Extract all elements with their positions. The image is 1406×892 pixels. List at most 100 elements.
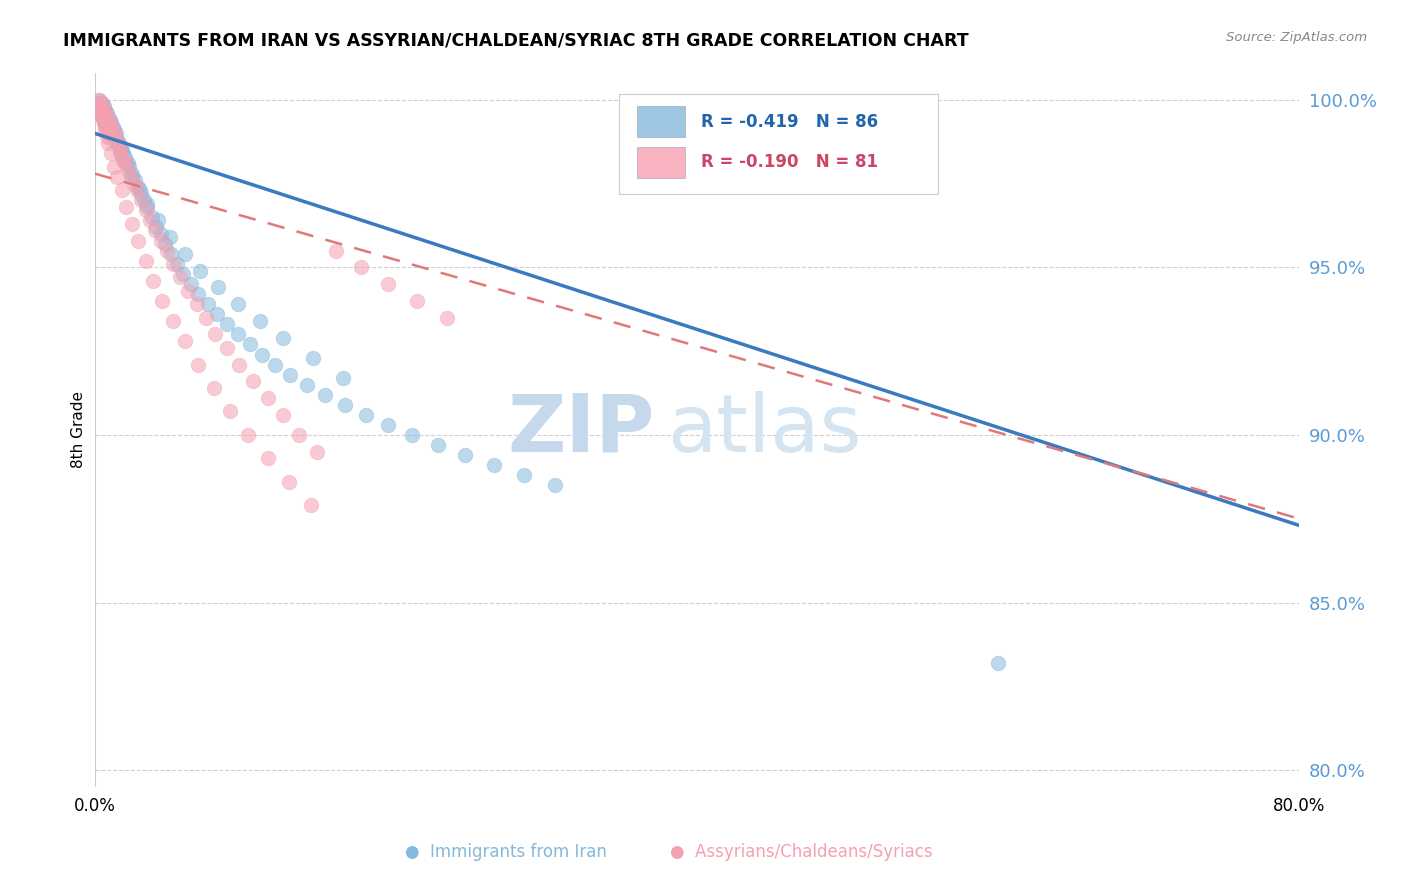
Point xyxy=(98,116,121,130)
Point xyxy=(377,417,399,432)
Point xyxy=(228,358,250,372)
Point xyxy=(149,234,172,248)
Point xyxy=(143,223,166,237)
Point xyxy=(90,99,112,113)
Point xyxy=(87,99,110,113)
Point xyxy=(354,408,377,422)
Point xyxy=(207,280,229,294)
Point xyxy=(90,106,112,120)
Point xyxy=(97,136,120,151)
Point xyxy=(226,327,249,342)
Point xyxy=(188,263,211,277)
Point xyxy=(104,136,127,151)
Point xyxy=(93,103,115,117)
Point xyxy=(108,143,131,157)
Point xyxy=(103,123,125,137)
Point xyxy=(250,347,273,361)
Point xyxy=(135,203,157,218)
Point xyxy=(325,244,347,258)
Point xyxy=(129,194,152,208)
Point xyxy=(101,120,124,134)
Point xyxy=(121,217,143,231)
Point xyxy=(87,93,110,107)
Point xyxy=(96,110,118,124)
Point xyxy=(405,293,427,308)
Point xyxy=(112,153,135,168)
Point xyxy=(94,123,117,137)
Point xyxy=(100,126,122,140)
Point xyxy=(122,177,145,191)
Text: IMMIGRANTS FROM IRAN VS ASSYRIAN/CHALDEAN/SYRIAC 8TH GRADE CORRELATION CHART: IMMIGRANTS FROM IRAN VS ASSYRIAN/CHALDEA… xyxy=(63,31,969,49)
Point xyxy=(544,478,567,492)
Point xyxy=(149,227,172,241)
Point xyxy=(98,112,121,127)
Point xyxy=(146,213,169,227)
Point xyxy=(97,112,120,127)
Point xyxy=(169,270,191,285)
Point xyxy=(94,106,117,120)
Point xyxy=(180,277,202,292)
Point xyxy=(111,183,134,197)
Point xyxy=(377,277,399,292)
Point xyxy=(117,156,139,170)
Point xyxy=(239,337,262,351)
Point xyxy=(332,371,354,385)
Point xyxy=(86,96,108,111)
Point xyxy=(107,136,129,151)
Point xyxy=(111,150,134,164)
Point xyxy=(264,358,287,372)
Point xyxy=(94,103,117,117)
Point xyxy=(96,129,118,144)
Point xyxy=(115,156,138,170)
Point xyxy=(90,99,112,113)
Point xyxy=(401,428,423,442)
Point xyxy=(174,334,197,348)
Point xyxy=(350,260,373,275)
Point xyxy=(278,368,301,382)
Point xyxy=(426,438,449,452)
Point xyxy=(512,468,534,483)
Point xyxy=(314,388,336,402)
Point xyxy=(205,307,228,321)
Point xyxy=(162,314,184,328)
Text: atlas: atlas xyxy=(666,391,860,469)
Point xyxy=(204,327,226,342)
Point xyxy=(101,123,124,137)
Point xyxy=(134,194,156,208)
Point xyxy=(121,169,143,184)
Point xyxy=(136,200,159,214)
Point xyxy=(195,310,218,325)
Point xyxy=(187,287,209,301)
Y-axis label: 8th Grade: 8th Grade xyxy=(72,392,86,468)
Point xyxy=(118,160,141,174)
Point xyxy=(107,139,129,153)
Point xyxy=(121,167,143,181)
Point xyxy=(97,110,120,124)
Point xyxy=(97,120,120,134)
Point xyxy=(115,200,138,214)
Point xyxy=(127,234,149,248)
Point xyxy=(139,213,162,227)
Point xyxy=(159,230,181,244)
Point xyxy=(288,428,311,442)
Point xyxy=(93,99,115,113)
FancyBboxPatch shape xyxy=(637,146,685,178)
Point xyxy=(100,116,122,130)
Point xyxy=(120,169,142,184)
Text: ●  Immigrants from Iran: ● Immigrants from Iran xyxy=(405,843,607,861)
Point xyxy=(100,146,122,161)
Point xyxy=(105,169,128,184)
Point xyxy=(111,143,134,157)
Text: ZIP: ZIP xyxy=(508,391,655,469)
Point xyxy=(256,451,278,466)
FancyBboxPatch shape xyxy=(619,95,938,194)
Point xyxy=(117,163,139,178)
Point xyxy=(103,126,125,140)
FancyBboxPatch shape xyxy=(637,106,685,137)
Point xyxy=(249,314,271,328)
Point xyxy=(94,120,117,134)
Point xyxy=(87,103,110,117)
Point xyxy=(125,183,148,197)
Point xyxy=(172,267,194,281)
Point xyxy=(96,120,118,134)
